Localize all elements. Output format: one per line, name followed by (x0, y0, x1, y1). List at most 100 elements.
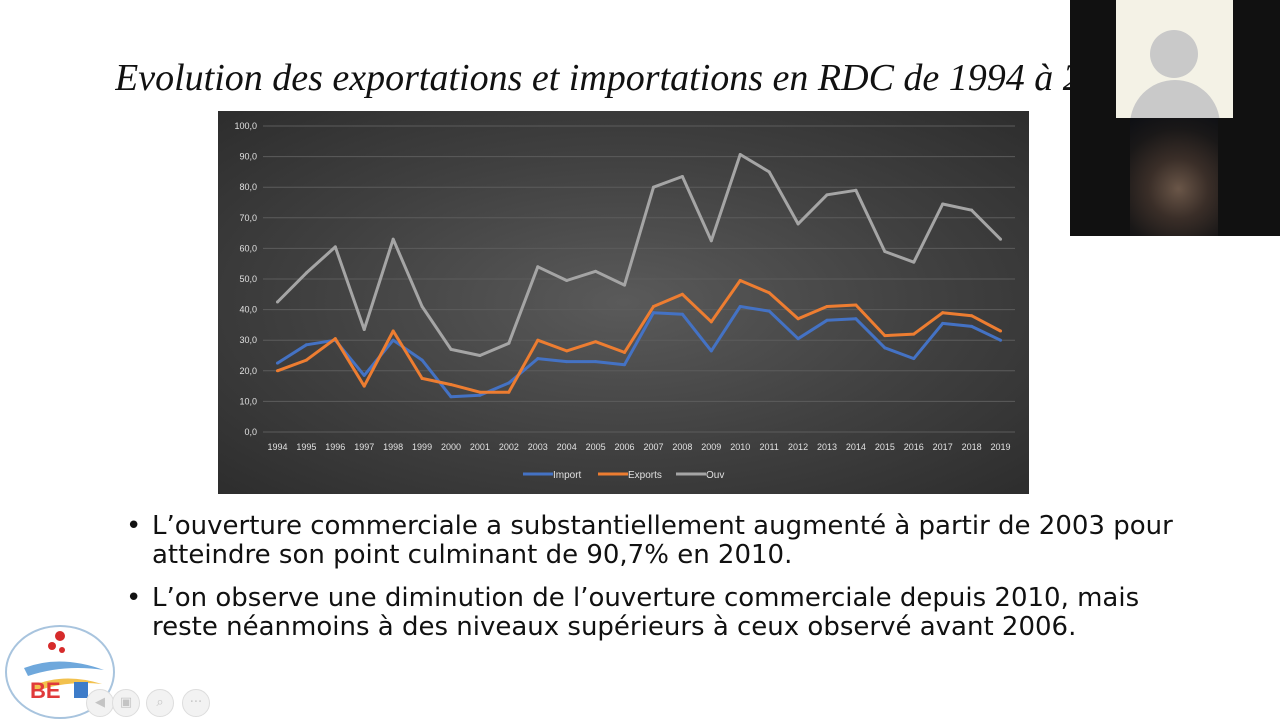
data-point-exports (594, 340, 598, 344)
data-point-exports (623, 350, 627, 354)
bullet-item-2: L’on observe une diminution de l’ouvertu… (126, 584, 1186, 642)
data-point-exports (304, 358, 308, 362)
data-point-exports (507, 390, 511, 394)
data-point-import (449, 395, 453, 399)
y-tick-label: 60,0 (239, 243, 257, 253)
data-point-ouv (449, 347, 453, 351)
data-point-exports (391, 329, 395, 333)
data-point-ouv (883, 249, 887, 253)
x-tick-label: 2012 (788, 442, 808, 452)
data-point-import (999, 338, 1003, 342)
data-point-import (304, 343, 308, 347)
x-tick-label: 2004 (557, 442, 577, 452)
series-line-ouv (276, 153, 1002, 357)
data-point-ouv (478, 354, 482, 357)
data-point-import (767, 309, 771, 313)
data-point-ouv (796, 222, 800, 226)
data-point-import (796, 337, 800, 341)
x-tick-label: 2000 (441, 442, 461, 452)
x-tick-label: 2019 (991, 442, 1011, 452)
more-icon[interactable]: ··· (182, 689, 210, 717)
x-tick-label: 2017 (933, 442, 953, 452)
x-tick-label: 2013 (817, 442, 837, 452)
x-tick-label: 2002 (499, 442, 519, 452)
legend-label-import: Import (553, 470, 582, 481)
data-point-ouv (941, 202, 945, 206)
x-tick-label: 1999 (412, 442, 432, 452)
data-point-import (565, 360, 569, 364)
y-tick-label: 70,0 (239, 213, 257, 223)
series-line-exports (276, 279, 1002, 394)
y-tick-label: 50,0 (239, 274, 257, 284)
data-point-exports (565, 349, 569, 353)
data-point-exports (333, 337, 337, 341)
x-tick-label: 2010 (730, 442, 750, 452)
x-tick-label: 2009 (701, 442, 721, 452)
data-point-import (391, 338, 395, 342)
data-point-ouv (738, 152, 742, 156)
data-point-exports (912, 332, 916, 336)
data-point-ouv (709, 239, 713, 243)
data-point-import (651, 311, 655, 315)
data-point-ouv (507, 341, 511, 345)
x-tick-label: 2003 (528, 442, 548, 452)
data-point-ouv (275, 300, 279, 304)
data-point-ouv (565, 279, 569, 283)
data-point-ouv (623, 283, 627, 287)
x-tick-label: 2007 (643, 442, 663, 452)
data-point-ouv (825, 193, 829, 197)
data-point-ouv (536, 265, 540, 269)
x-tick-label: 2006 (615, 442, 635, 452)
x-tick-label: 1998 (383, 442, 403, 452)
data-point-ouv (912, 260, 916, 264)
participant-avatar[interactable] (1116, 0, 1233, 118)
data-point-ouv (594, 269, 598, 273)
chart-svg: 0,0 10,0 20,0 30,0 40,0 50,0 60,0 70,0 80,0 90,0 1… (234, 121, 1015, 481)
y-tick-label: 100,0 (234, 121, 257, 131)
data-point-exports (883, 334, 887, 338)
data-point-import (623, 363, 627, 367)
x-tick-label: 2008 (672, 442, 692, 452)
view-icon[interactable]: ▣ (112, 689, 140, 717)
y-tick-label: 20,0 (239, 366, 257, 376)
data-point-exports (709, 320, 713, 324)
legend-label-ouv: Ouv (706, 470, 724, 481)
y-tick-label: 30,0 (239, 335, 257, 345)
participant-video[interactable] (1130, 118, 1218, 236)
y-tick-label: 90,0 (239, 152, 257, 162)
data-point-import (854, 317, 858, 321)
data-point-exports (651, 305, 655, 309)
data-point-exports (941, 311, 945, 315)
x-tick-label: 2011 (759, 442, 778, 452)
data-point-import (912, 357, 916, 361)
data-point-exports (825, 305, 829, 309)
x-tick-label: 2014 (846, 442, 866, 452)
data-point-ouv (854, 188, 858, 192)
data-point-import (594, 360, 598, 364)
data-point-import (420, 358, 424, 362)
data-point-exports (478, 390, 482, 394)
y-tick-label: 0,0 (244, 427, 257, 437)
x-tick-label: 2016 (904, 442, 924, 452)
data-point-import (275, 361, 279, 365)
y-tick-label: 40,0 (239, 305, 257, 315)
x-tick-label: 1995 (296, 442, 316, 452)
slide-title: Evolution des exportations et importatio… (115, 57, 1075, 99)
x-tick-label: 1996 (325, 442, 345, 452)
data-point-import (970, 324, 974, 328)
data-point-ouv (680, 174, 684, 178)
data-point-ouv (420, 305, 424, 309)
x-tick-label: 2015 (875, 442, 895, 452)
series-line-import (276, 305, 1002, 399)
back-icon[interactable]: ◀ (86, 689, 114, 717)
x-tick-label: 1997 (354, 442, 374, 452)
data-point-exports (767, 291, 771, 295)
data-point-exports (449, 383, 453, 387)
data-point-exports (362, 384, 366, 388)
legend-label-exports: Exports (628, 470, 662, 481)
zoom-icon[interactable]: ⌕ (146, 689, 174, 717)
data-point-ouv (651, 185, 655, 189)
data-point-ouv (304, 271, 308, 275)
data-point-import (507, 381, 511, 385)
y-tick-label: 80,0 (239, 182, 257, 192)
